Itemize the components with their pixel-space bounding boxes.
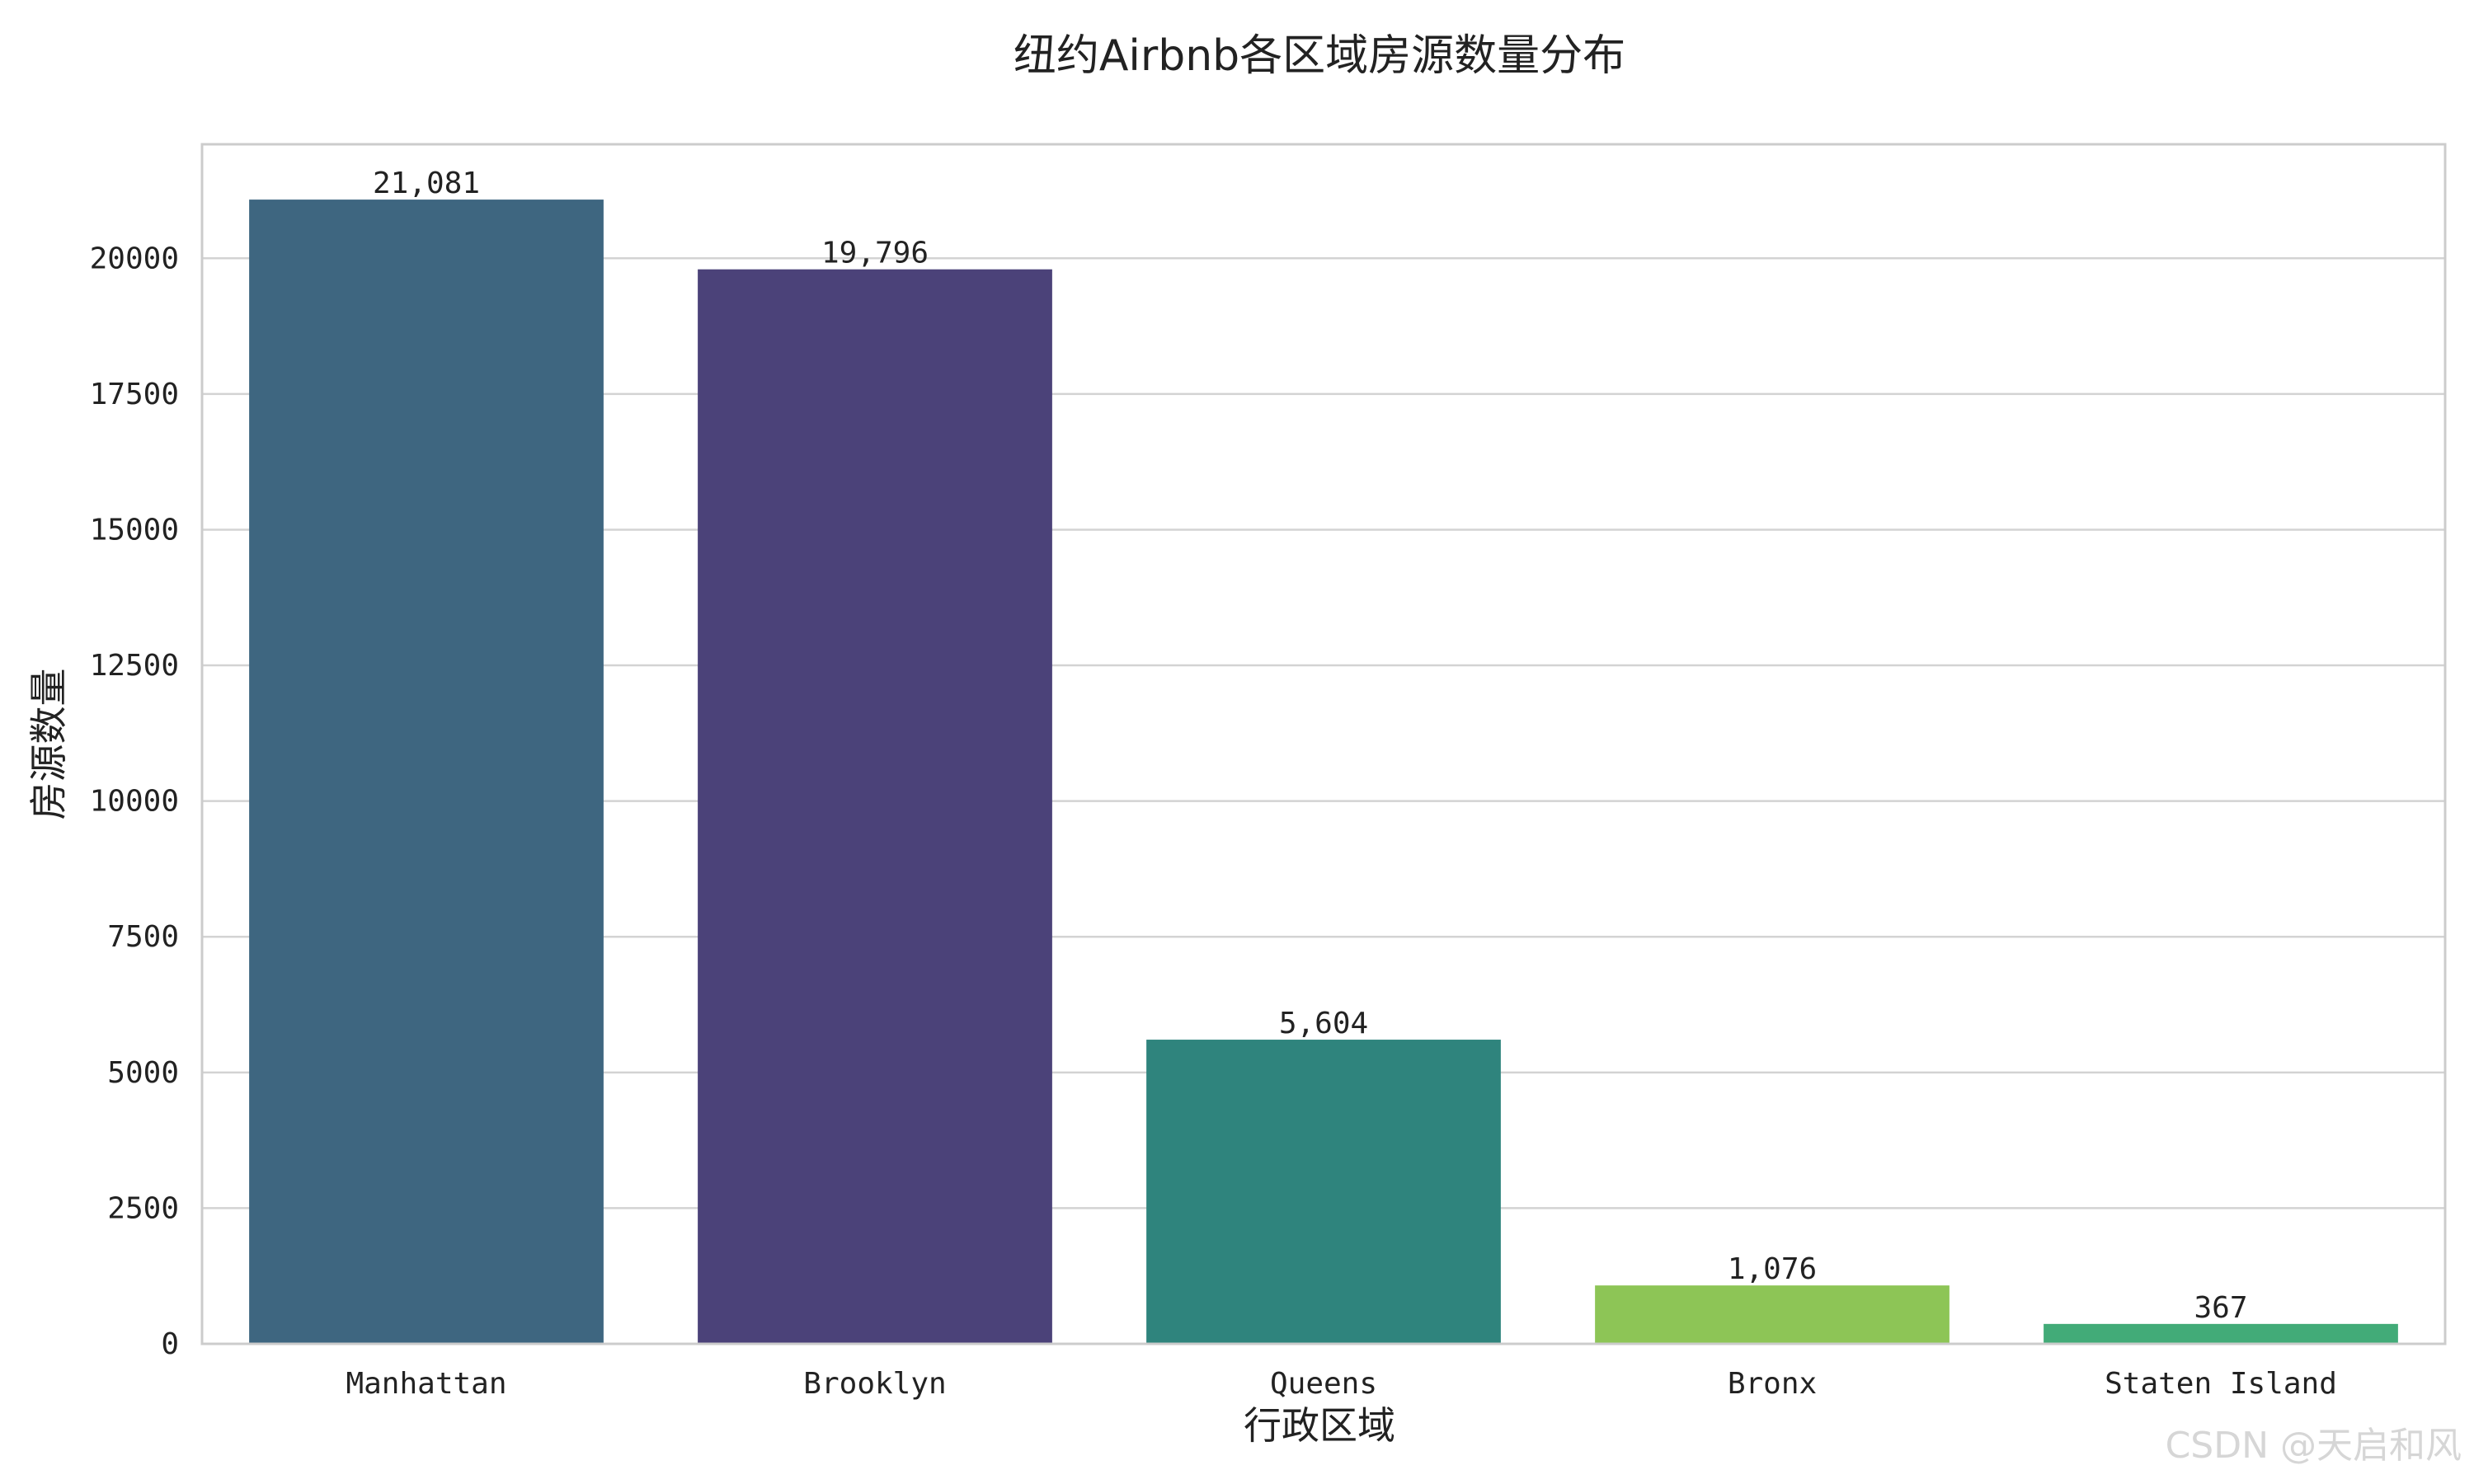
x-tick-label: Manhattan [346,1367,506,1401]
chart-title: 纽约Airbnb各区域房源数量分布 [1014,31,1625,81]
y-tick-label: 15000 [90,513,179,547]
y-axis-label: 房源数量 [26,669,71,820]
y-axis-ticks: 0 2500 5000 7500 10000 12500 15000 17500 20000 [90,242,179,1361]
bar-manhattan [249,200,604,1344]
data-labels: 21,081 19,796 5,604 1,076 367 [373,167,2248,1325]
bars [249,200,2398,1344]
x-tick-label: Queens [1270,1367,1377,1401]
x-axis-ticks: Manhattan Brooklyn Queens Bronx Staten Islan… [346,1367,2336,1401]
watermark: CSDN @天启和风 [2166,1425,2462,1467]
x-tick-label: Brooklyn [803,1367,946,1401]
bar-value-label: 367 [2194,1291,2247,1325]
y-tick-label: 2500 [107,1191,179,1225]
x-tick-label: Staten Island [2105,1367,2337,1401]
bar-brooklyn [698,269,1052,1344]
y-tick-label: 10000 [90,785,179,819]
bar-value-label: 1,076 [1728,1252,1817,1286]
y-tick-label: 7500 [107,920,179,954]
y-tick-label: 20000 [90,242,179,275]
y-tick-label: 12500 [90,649,179,683]
bar-staten-island [2044,1323,2398,1344]
y-tick-label: 17500 [90,378,179,411]
bar-value-label: 19,796 [821,237,929,270]
y-tick-label: 5000 [107,1056,179,1090]
bar-value-label: 21,081 [373,167,480,200]
y-tick-label: 0 [161,1327,179,1361]
bar-queens [1146,1040,1501,1344]
bar-bronx [1595,1285,1950,1344]
plot-frame [200,143,2447,1345]
bar-value-label: 5,604 [1279,1007,1368,1040]
x-axis-label: 行政区域 [1244,1403,1395,1448]
x-tick-label: Bronx [1728,1367,1817,1401]
